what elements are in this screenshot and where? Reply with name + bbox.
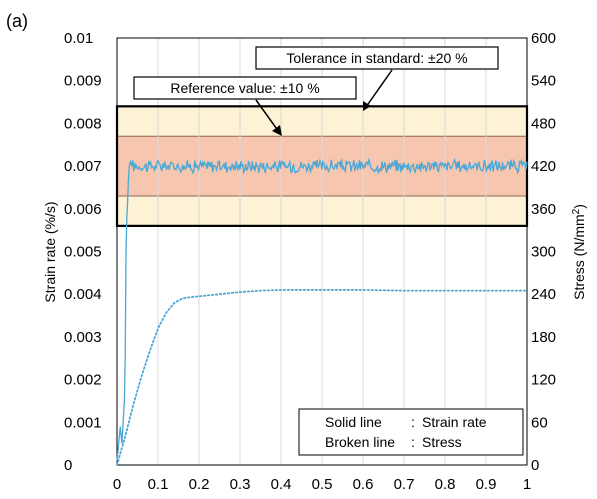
series-strain-rate-line bbox=[116, 157, 528, 461]
y-left-tick-label: 0.009 bbox=[64, 73, 102, 90]
y-right-tick-label: 360 bbox=[531, 201, 556, 218]
legend-value-broken: Stress bbox=[422, 434, 462, 450]
panel-label: (a) bbox=[6, 11, 28, 31]
y-axis-label-left: Strain rate (%/s) bbox=[42, 201, 58, 302]
reference-label: Reference value: ±10 % bbox=[170, 80, 319, 96]
y-right-tick-label: 60 bbox=[531, 414, 548, 431]
ticks-layer: 0 0.1 0.2 0.3 0.4 0.5 0.6 0.7 0.8 0.9 100.0010.002… bbox=[64, 30, 556, 493]
y-right-tick-label: 120 bbox=[531, 372, 556, 389]
y-right-tick-label: 0 bbox=[531, 457, 539, 474]
series-layer bbox=[116, 157, 528, 466]
y-left-tick-label: 0.008 bbox=[64, 115, 102, 132]
y-axis-label-right-main: Stress (N/mm bbox=[571, 214, 587, 300]
reference-arrow bbox=[255, 99, 280, 133]
reference-arrowhead bbox=[272, 125, 282, 136]
x-tick-label: 0.2 bbox=[189, 476, 210, 493]
y-right-tick-label: 480 bbox=[531, 115, 556, 132]
y-left-tick-label: 0.001 bbox=[64, 414, 102, 431]
x-tick-label: 0.5 bbox=[312, 476, 333, 493]
x-tick-label: 0.4 bbox=[271, 476, 292, 493]
x-tick-label: 0.9 bbox=[476, 476, 497, 493]
tolerance-label-box bbox=[255, 46, 499, 70]
plot-frame bbox=[116, 37, 528, 466]
grid bbox=[115, 38, 529, 465]
legend-sep-solid: : bbox=[411, 414, 419, 430]
tolerance-arrow bbox=[365, 69, 393, 108]
y-left-tick-label: 0.006 bbox=[64, 201, 102, 218]
legend-value-solid: Strain rate bbox=[422, 414, 487, 430]
y-right-tick-label: 420 bbox=[531, 158, 556, 175]
y-axis-label-right-sup: 2 bbox=[571, 208, 582, 214]
reference-label-box bbox=[133, 76, 357, 100]
legend-key-solid: Solid line bbox=[325, 414, 393, 430]
legend-sep-broken: : bbox=[411, 434, 419, 450]
y-left-tick-label: 0 bbox=[64, 457, 72, 474]
y-left-tick-label: 0.007 bbox=[64, 158, 102, 175]
y-right-tick-label: 240 bbox=[531, 286, 556, 303]
x-tick-label: 0 bbox=[113, 476, 121, 493]
y-right-tick-label: 180 bbox=[531, 329, 556, 346]
legend-key-broken: Broken line bbox=[325, 434, 395, 450]
tolerance-arrowhead bbox=[363, 101, 371, 111]
y-right-tick-label: 300 bbox=[531, 244, 556, 261]
tolerance-label: Tolerance in standard: ±20 % bbox=[286, 50, 467, 66]
x-tick-label: 0.7 bbox=[394, 476, 415, 493]
x-tick-label: 1 bbox=[523, 476, 531, 493]
y-left-tick-label: 0.003 bbox=[64, 329, 102, 346]
series-stress-line bbox=[116, 289, 528, 466]
y-axis-label-right-end: ) bbox=[571, 204, 587, 209]
y-left-tick-label: 0.002 bbox=[64, 372, 102, 389]
y-axis-label-right: Stress (N/mm2) bbox=[571, 204, 587, 300]
x-tick-label: 0.8 bbox=[435, 476, 456, 493]
y-right-tick-label: 540 bbox=[531, 73, 556, 90]
y-left-tick-label: 0.005 bbox=[64, 244, 102, 261]
y-right-tick-label: 600 bbox=[531, 30, 556, 47]
legend-box bbox=[298, 408, 524, 456]
legend: Solid line : Strain rate Broken line : S… bbox=[298, 408, 524, 456]
x-tick-label: 0.6 bbox=[353, 476, 374, 493]
y-left-tick-label: 0.004 bbox=[64, 286, 102, 303]
x-tick-label: 0.1 bbox=[148, 476, 169, 493]
y-left-tick-label: 0.01 bbox=[64, 30, 93, 47]
x-tick-label: 0.3 bbox=[230, 476, 251, 493]
